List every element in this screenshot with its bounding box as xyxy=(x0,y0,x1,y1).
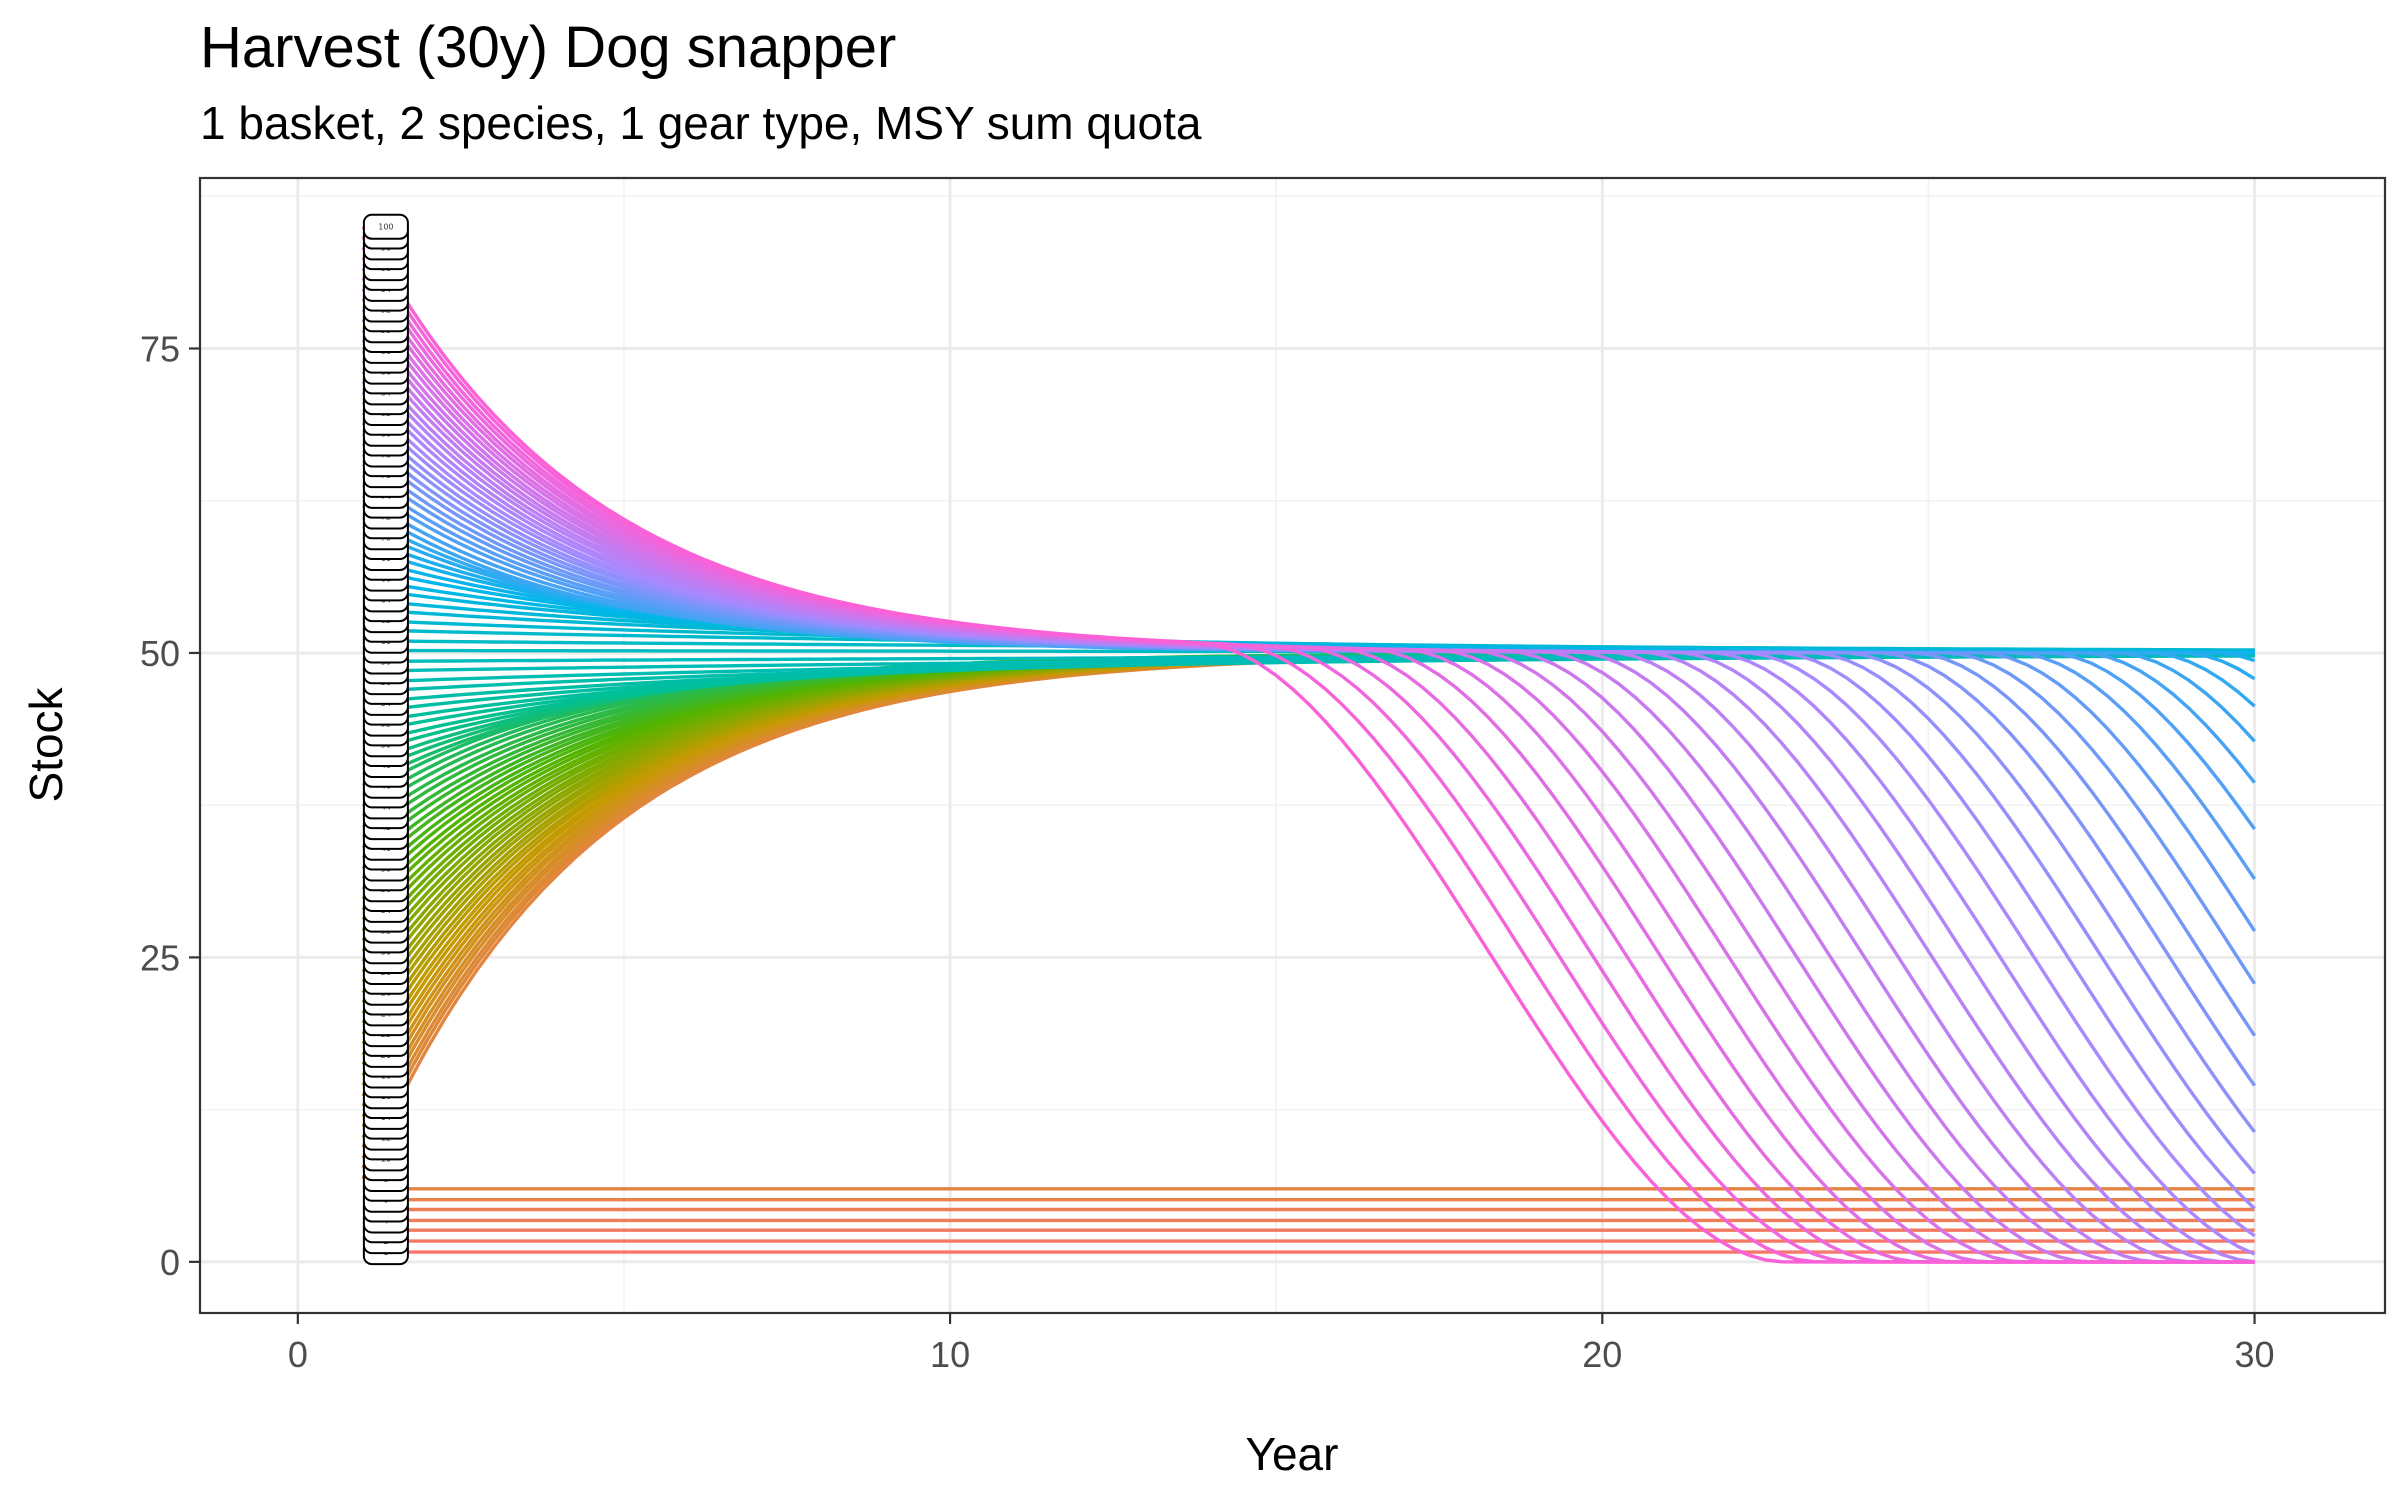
chart-subtitle: 1 basket, 2 species, 1 gear type, MSY su… xyxy=(200,97,1202,149)
x-tick-label: 0 xyxy=(288,1334,308,1375)
y-tick-label: 50 xyxy=(140,633,180,674)
y-tick-label: 25 xyxy=(140,937,180,978)
x-tick-label: 20 xyxy=(1582,1334,1622,1375)
series-lines xyxy=(361,225,2257,1264)
x-axis-title: Year xyxy=(1246,1428,1339,1480)
chart-title: Harvest (30y) Dog snapper xyxy=(200,15,897,80)
x-tick-label: 30 xyxy=(2235,1334,2275,1375)
axis-ticks: 0 10 20 30 0 25 50 75 xyxy=(140,328,2275,1375)
series-label-box xyxy=(362,213,409,240)
series-line xyxy=(361,225,2255,1264)
series-label: 100 xyxy=(378,223,393,232)
series-labels: 1234567891011121314151617181920212223242… xyxy=(362,213,409,1266)
x-tick-label: 10 xyxy=(930,1334,970,1375)
y-tick-label: 75 xyxy=(140,328,180,369)
y-tick-label: 0 xyxy=(160,1242,180,1283)
plot-panel-border xyxy=(198,176,2387,1315)
y-axis-title: Stock xyxy=(20,686,72,802)
